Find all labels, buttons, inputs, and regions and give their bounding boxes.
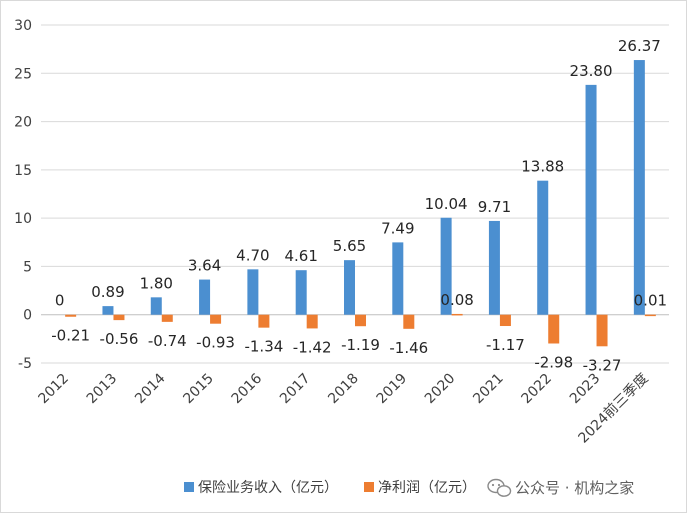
data-label-profit-2012: -0.21	[51, 327, 90, 345]
bar-income-2015	[199, 279, 211, 315]
bar-income-2022	[537, 180, 549, 315]
y-tick-label: 20	[14, 115, 32, 131]
data-label-income-2012: 0	[55, 292, 65, 310]
y-tick-label: 25	[14, 66, 32, 82]
legend-swatch-profit	[364, 482, 374, 492]
data-label-income-2020: 10.04	[425, 195, 468, 213]
x-tick-label: 2019	[374, 371, 411, 408]
x-tick-label: 2022	[519, 371, 556, 408]
data-label-income-2018: 5.65	[333, 237, 366, 255]
data-label-profit-2017: -1.42	[293, 338, 332, 356]
x-tick-label: 2014	[132, 370, 169, 407]
y-tick-label: -5	[18, 356, 32, 372]
y-axis: 30 25 20 15 10 5 0 -5	[14, 18, 32, 372]
bar-income-2019	[392, 242, 404, 315]
x-axis: 2012 2013 2014 2015 2016 2017 2018 2019 2020 2021…	[35, 370, 651, 447]
bar-income-2024前三季度	[633, 60, 645, 315]
y-tick-label: 0	[23, 308, 32, 324]
data-label-income-2016: 4.70	[236, 246, 269, 264]
y-tick-label: 30	[14, 18, 32, 34]
legend-label-income: 保险业务收入（亿元）	[198, 480, 338, 496]
bar-income-2017	[295, 270, 307, 315]
y-tick-label: 10	[14, 211, 32, 227]
data-label-income-2017: 4.61	[284, 247, 317, 265]
bar-profit-2019	[403, 314, 415, 329]
x-tick-label: 2018	[325, 371, 362, 408]
data-label-income-2021: 9.71	[478, 198, 511, 216]
data-label-profit-2023: -3.27	[583, 356, 622, 374]
bar-profit-2018	[355, 314, 366, 327]
watermark: 公众号 · 机构之家	[487, 478, 634, 497]
data-label-profit-2024前三季度: 0.01	[634, 292, 667, 310]
data-label-profit-2015: -0.93	[196, 334, 235, 352]
bar-income-2014	[150, 297, 162, 315]
data-label-income-2015: 3.64	[188, 257, 221, 275]
bar-profit-2021	[499, 314, 511, 327]
x-tick-label: 2017	[277, 371, 314, 408]
bar-profit-2023	[596, 314, 608, 347]
data-label-income-2014: 1.80	[140, 274, 173, 292]
y-tick-label: 5	[23, 259, 32, 275]
bar-income-2021	[488, 220, 500, 315]
x-tick-label: 2023	[567, 371, 604, 408]
bar-income-2023	[585, 84, 597, 315]
data-label-income-2023: 23.80	[570, 62, 613, 80]
data-label-income-2022: 13.88	[521, 158, 564, 176]
bar-profit-2012	[65, 314, 77, 317]
data-label-income-2013: 0.89	[91, 283, 124, 301]
bar-profit-2015	[210, 314, 222, 324]
data-label-profit-2014: -0.74	[148, 332, 187, 350]
legend-label-profit: 净利润（亿元）	[378, 480, 476, 496]
legend: 保险业务收入（亿元） 净利润（亿元）	[184, 480, 476, 496]
bar-income-2016	[247, 269, 259, 315]
data-label-income-2019: 7.49	[381, 219, 414, 237]
watermark-text: 公众号 · 机构之家	[515, 479, 634, 497]
x-tick-label: 2020	[422, 371, 459, 408]
data-label-profit-2018: -1.19	[341, 336, 380, 354]
bar-income-2020	[440, 217, 452, 315]
x-tick-label: 2016	[229, 370, 266, 407]
bar-profit-2013	[113, 314, 125, 321]
data-label-profit-2021: -1.17	[486, 336, 525, 354]
bars	[65, 60, 656, 347]
data-label-income-2024前三季度: 26.37	[618, 37, 661, 55]
bar-profit-2016	[258, 314, 270, 328]
data-label-profit-2019: -1.46	[389, 339, 428, 357]
x-tick-label: 2021	[470, 371, 507, 408]
bar-income-2018	[344, 260, 355, 315]
bar-profit-2022	[548, 314, 560, 344]
bar-profit-2020	[451, 313, 463, 316]
x-tick-label: 2015	[180, 371, 217, 408]
bar-profit-2017	[306, 314, 318, 329]
data-labels: 0 -0.21 0.89 -0.56 1.80 -0.74 3.64 -0.93 4.70 -1.…	[51, 37, 667, 374]
x-tick-label: 2012	[35, 371, 72, 408]
bar-profit-2024前三季度	[644, 314, 656, 317]
legend-swatch-income	[184, 482, 194, 492]
y-tick-label: 15	[14, 163, 32, 179]
x-tick-label: 2013	[84, 371, 121, 408]
data-label-profit-2016: -1.34	[244, 338, 283, 356]
bar-profit-2014	[161, 314, 173, 322]
data-label-profit-2022: -2.98	[534, 353, 573, 371]
data-label-profit-2013: -0.56	[100, 330, 139, 348]
bar-income-2013	[102, 306, 114, 315]
data-label-profit-2020: 0.08	[440, 291, 473, 309]
wechat-icon	[487, 478, 512, 497]
